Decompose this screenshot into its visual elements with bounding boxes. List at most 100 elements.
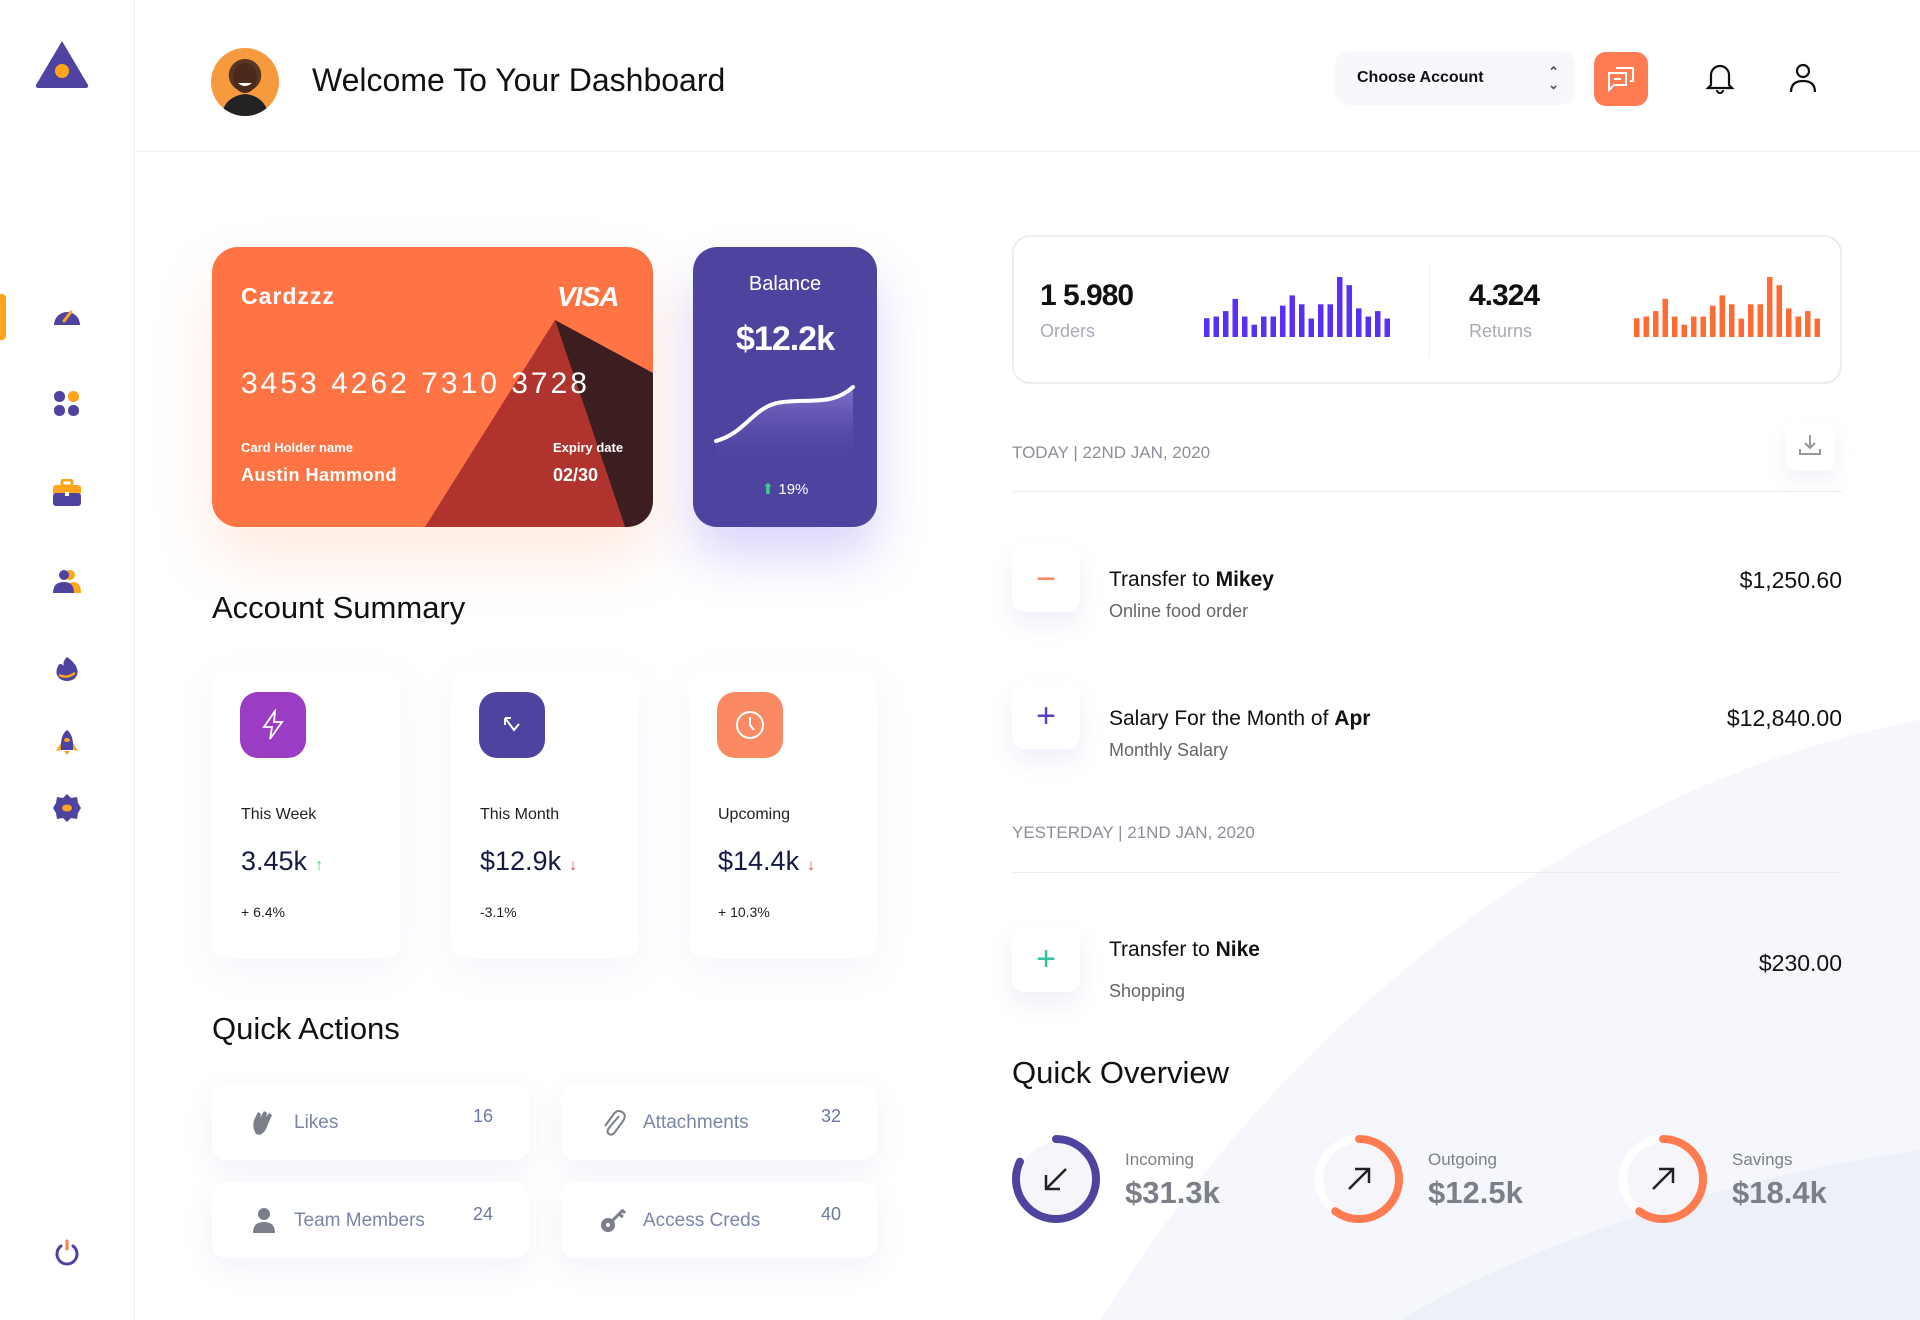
summary-card[interactable]: This Month $12.9k ↓ -3.1%: [451, 671, 639, 959]
card-holder-label: Card Holder name: [241, 440, 353, 455]
bar: [1795, 316, 1801, 337]
bar: [1375, 311, 1381, 337]
plus-icon[interactable]: +: [1012, 683, 1080, 749]
summary-change: + 10.3%: [718, 904, 770, 920]
summary-label: This Month: [480, 806, 560, 823]
bar: [1767, 277, 1773, 337]
bar: [1204, 318, 1210, 337]
summary-card[interactable]: Upcoming $14.4k ↓ + 10.3%: [689, 671, 877, 959]
orders-label: Orders: [1040, 321, 1096, 341]
sidebar: [0, 0, 135, 1320]
quick-action-team-members[interactable]: Team Members 24: [212, 1182, 529, 1258]
bar: [1280, 305, 1286, 337]
overview-value: $31.3k: [1125, 1175, 1220, 1210]
quick-action-access-creds[interactable]: Access Creds 40: [561, 1182, 877, 1258]
arrow-up-icon: ↑: [315, 857, 324, 874]
card-pattern: [425, 320, 653, 527]
progress-arc: [1315, 1135, 1403, 1223]
arrow-down-icon: ↓: [569, 857, 578, 874]
bar: [1786, 308, 1792, 337]
quick-action-label: Team Members: [294, 1210, 425, 1231]
bar: [1346, 285, 1352, 337]
orders-value: 1 5.980: [1040, 279, 1134, 312]
sidebar-item-settings[interactable]: [48, 789, 86, 827]
transaction-subtitle: Monthly Salary: [1109, 740, 1229, 760]
bar: [1643, 316, 1649, 337]
transaction-prefix: Transfer to: [1109, 568, 1216, 591]
arrow-up-right-icon: [1348, 1167, 1371, 1190]
expiry-date: 02/30: [553, 465, 599, 485]
bar: [1681, 324, 1687, 337]
credit-card[interactable]: Cardzzz VISA 3453 4262 7310 3728 Card Ho…: [212, 247, 653, 527]
bar: [1634, 318, 1640, 337]
flame-icon: [56, 657, 78, 681]
quick-action-count: 24: [472, 1204, 493, 1224]
avatar[interactable]: [211, 48, 279, 116]
summary-value: 3.45k ↑: [241, 846, 323, 877]
gauge-icon: [54, 310, 80, 325]
profile-button[interactable]: [1785, 60, 1821, 96]
logout-button[interactable]: [48, 1234, 86, 1272]
visa-logo: VISA: [557, 281, 619, 312]
balance-label: Balance: [748, 273, 822, 295]
transaction-party: Nike: [1215, 938, 1260, 961]
bar: [1242, 316, 1248, 337]
expiry-label: Expiry date: [553, 440, 624, 455]
sidebar-item-portfolio[interactable]: [48, 474, 86, 512]
today-label: TODAY | 22ND JAN, 2020: [1012, 443, 1211, 462]
users-icon: [53, 570, 81, 593]
transaction-prefix: Transfer to: [1109, 938, 1216, 961]
bar: [1261, 316, 1267, 337]
plus-icon[interactable]: +: [1012, 926, 1080, 992]
quick-action-count: 16: [472, 1106, 493, 1126]
minus-icon[interactable]: −: [1012, 546, 1080, 612]
summary-label: Upcoming: [718, 806, 791, 823]
sidebar-item-users[interactable]: [48, 563, 86, 601]
bar: [1672, 316, 1678, 337]
divider: [1012, 491, 1842, 492]
notifications-button[interactable]: [1702, 60, 1738, 96]
transaction-prefix: Salary For the Month of: [1109, 707, 1335, 730]
summary-change: -3.1%: [480, 904, 517, 920]
bar: [1213, 316, 1219, 337]
transaction-title[interactable]: Salary For the Month of Apr: [1109, 707, 1370, 731]
quick-action-likes[interactable]: Likes 16: [212, 1084, 529, 1160]
balance-value: $12.2k: [736, 320, 835, 358]
transaction-title[interactable]: Transfer to Mikey: [1109, 568, 1274, 592]
summary-value: $12.9k ↓: [480, 846, 577, 877]
divider: [1429, 262, 1430, 357]
bar: [1776, 285, 1782, 337]
transaction-title[interactable]: Transfer to Nike: [1109, 938, 1260, 962]
bar: [1805, 311, 1811, 337]
bar: [1710, 305, 1716, 337]
summary-value: $14.4k ↓: [718, 846, 815, 877]
balance-card[interactable]: Balance $12.2k ⬆ 19%: [693, 247, 877, 527]
messages-button[interactable]: [1594, 52, 1648, 106]
transaction-amount: $1,250.60: [1739, 567, 1842, 593]
power-icon: [55, 1239, 79, 1266]
bar: [1662, 298, 1668, 337]
download-button[interactable]: [1785, 420, 1835, 470]
paperclip-icon: [599, 1108, 627, 1136]
bar: [1757, 304, 1763, 337]
gear-icon: [53, 794, 81, 822]
quick-action-attachments[interactable]: Attachments 32: [561, 1084, 877, 1160]
quick-action-label: Attachments: [643, 1112, 749, 1133]
sidebar-item-launch[interactable]: [48, 724, 86, 762]
bar: [1738, 318, 1744, 337]
quick-overview-title: Quick Overview: [1012, 1055, 1230, 1090]
sidebar-item-trending[interactable]: [48, 650, 86, 688]
account-select[interactable]: Choose Account ⌃ ⌄: [1335, 51, 1575, 105]
sidebar-item-dashboard[interactable]: [48, 297, 86, 335]
bar: [1251, 324, 1257, 337]
overview-label: Incoming: [1125, 1150, 1194, 1169]
summary-change: + 6.4%: [241, 904, 285, 920]
grid-icon: [54, 391, 79, 416]
bar: [1223, 311, 1229, 337]
quick-actions-title: Quick Actions: [212, 1011, 400, 1046]
summary-amount: 3.45k: [241, 846, 308, 876]
overview-label: Savings: [1732, 1150, 1793, 1169]
transaction-amount: $230.00: [1758, 950, 1842, 976]
summary-card[interactable]: This Week 3.45k ↑ + 6.4%: [212, 671, 400, 959]
sidebar-item-apps[interactable]: [48, 385, 86, 423]
